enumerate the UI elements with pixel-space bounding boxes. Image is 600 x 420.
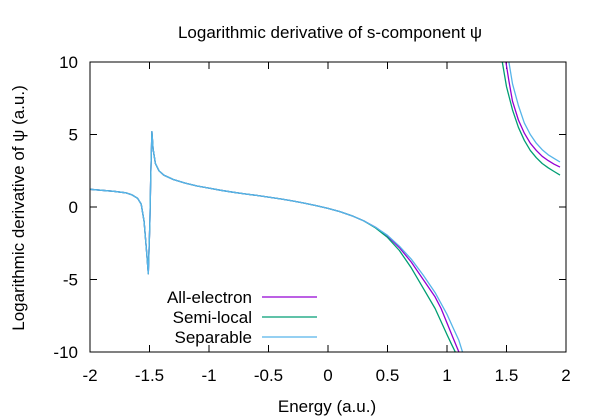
chart-title: Logarithmic derivative of s-component ψ — [178, 23, 482, 42]
plot-area-frame — [89, 61, 567, 353]
x-tick-label: -1.5 — [135, 366, 164, 385]
series-line-semi-local-segment-1 — [501, 62, 561, 176]
x-tick-label: -0.5 — [254, 366, 283, 385]
x-tick-label: 2 — [561, 366, 570, 385]
axis-ticks: -2 -1.5 -1 -0.5 0 0.5 1 1.5 2 -10 -5 0 5 10 — [53, 53, 570, 385]
y-tick-label: -5 — [63, 271, 78, 290]
legend-label-separable: Separable — [174, 328, 252, 347]
y-tick-label: 0 — [69, 198, 78, 217]
series-lines — [90, 62, 561, 352]
series-line-all-electron-segment-1 — [505, 62, 561, 168]
series-line-separable-segment-0 — [90, 130, 464, 352]
x-tick-label: 0 — [323, 366, 332, 385]
y-axis-title: Logarithmic derivative of ψ (a.u.) — [9, 85, 28, 331]
x-tick-label: -2 — [82, 366, 97, 385]
x-tick-label: 0.5 — [376, 366, 400, 385]
y-tick-label: -10 — [53, 343, 78, 362]
legend-label-all-electron: All-electron — [167, 288, 252, 307]
series-line-separable-segment-1 — [508, 62, 561, 163]
x-tick-label: 1 — [442, 366, 451, 385]
series-line-semi-local-segment-0 — [90, 130, 456, 352]
x-tick-label: -1 — [201, 366, 216, 385]
x-axis-title: Energy (a.u.) — [278, 397, 376, 416]
y-tick-label: 5 — [69, 126, 78, 145]
x-tick-label: 1.5 — [495, 366, 519, 385]
y-tick-label: 10 — [59, 53, 78, 72]
legend-label-semi-local: Semi-local — [173, 308, 252, 327]
